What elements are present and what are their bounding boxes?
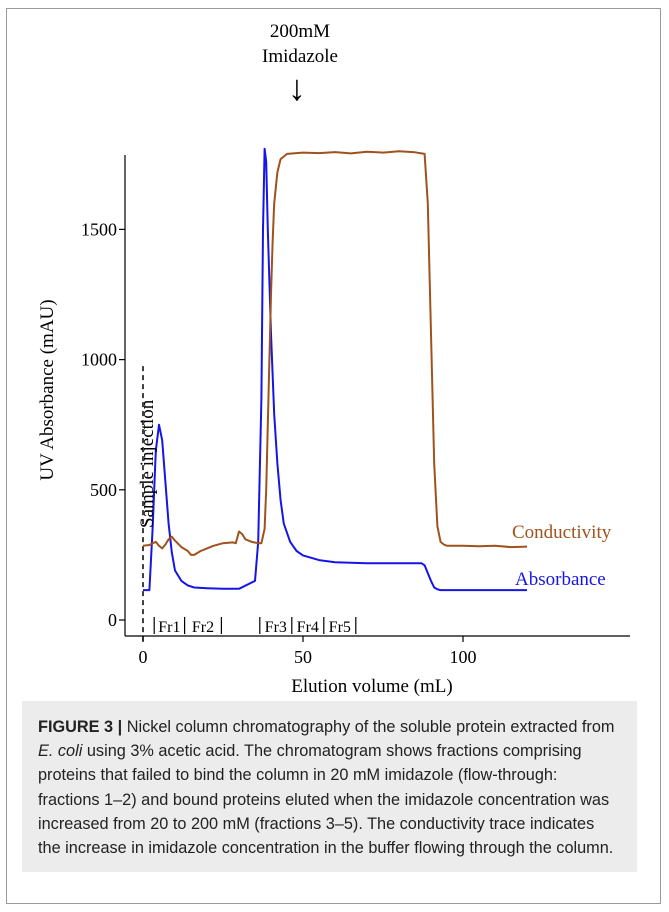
- absorbance-series-line: [143, 147, 527, 592]
- fraction-label: Fr2: [192, 619, 214, 636]
- conductivity-series-line: [142, 150, 528, 556]
- fraction-markers: Fr1 Fr2 Fr3 Fr4 Fr5: [153, 617, 357, 636]
- figure-frame: [6, 8, 661, 904]
- x-tick-label: 0: [139, 647, 148, 667]
- conductivity-label: Conductivity: [512, 522, 612, 543]
- y-tick-label: 0: [108, 610, 117, 630]
- x-tick-label: 50: [294, 647, 312, 667]
- imidazole-label-line1: 200mM: [270, 21, 330, 42]
- absorbance-label: Absorbance: [515, 569, 606, 590]
- imidazole-label-line2: Imidazole: [262, 46, 338, 67]
- x-tick-label: 100: [450, 647, 477, 667]
- fraction-label: Fr4: [297, 619, 319, 636]
- caption-text-1: Nickel column chromatography of the solu…: [126, 718, 615, 736]
- imidazole-arrow-icon: ↓: [288, 68, 306, 108]
- y-tick-label: 1500: [81, 219, 117, 239]
- axes: 0 500 1000 1500 0 50 100: [81, 155, 630, 667]
- chromatogram-chart: 200mM Imidazole ↓ 0 500 1000 1500 0 50 100 Fr1…: [37, 21, 630, 697]
- fraction-label: Fr5: [329, 619, 351, 636]
- fraction-label: Fr1: [158, 619, 180, 636]
- caption-text-2: using 3% acetic acid. The chromatogram s…: [38, 742, 614, 858]
- y-tick-label: 500: [90, 480, 117, 500]
- figure-caption: FIGURE 3 | Nickel column chromatography …: [22, 701, 637, 873]
- sample-injection-label: Sample injection: [137, 399, 158, 528]
- caption-label: FIGURE 3 |: [38, 718, 123, 736]
- series-lines: [142, 147, 528, 592]
- caption-italic: E. coli: [38, 742, 83, 761]
- fraction-label: Fr3: [265, 619, 287, 636]
- y-axis-title: UV Absorbance (mAU): [37, 299, 58, 480]
- x-axis-title: Elution volume (mL): [291, 676, 452, 697]
- y-tick-label: 1000: [81, 350, 117, 370]
